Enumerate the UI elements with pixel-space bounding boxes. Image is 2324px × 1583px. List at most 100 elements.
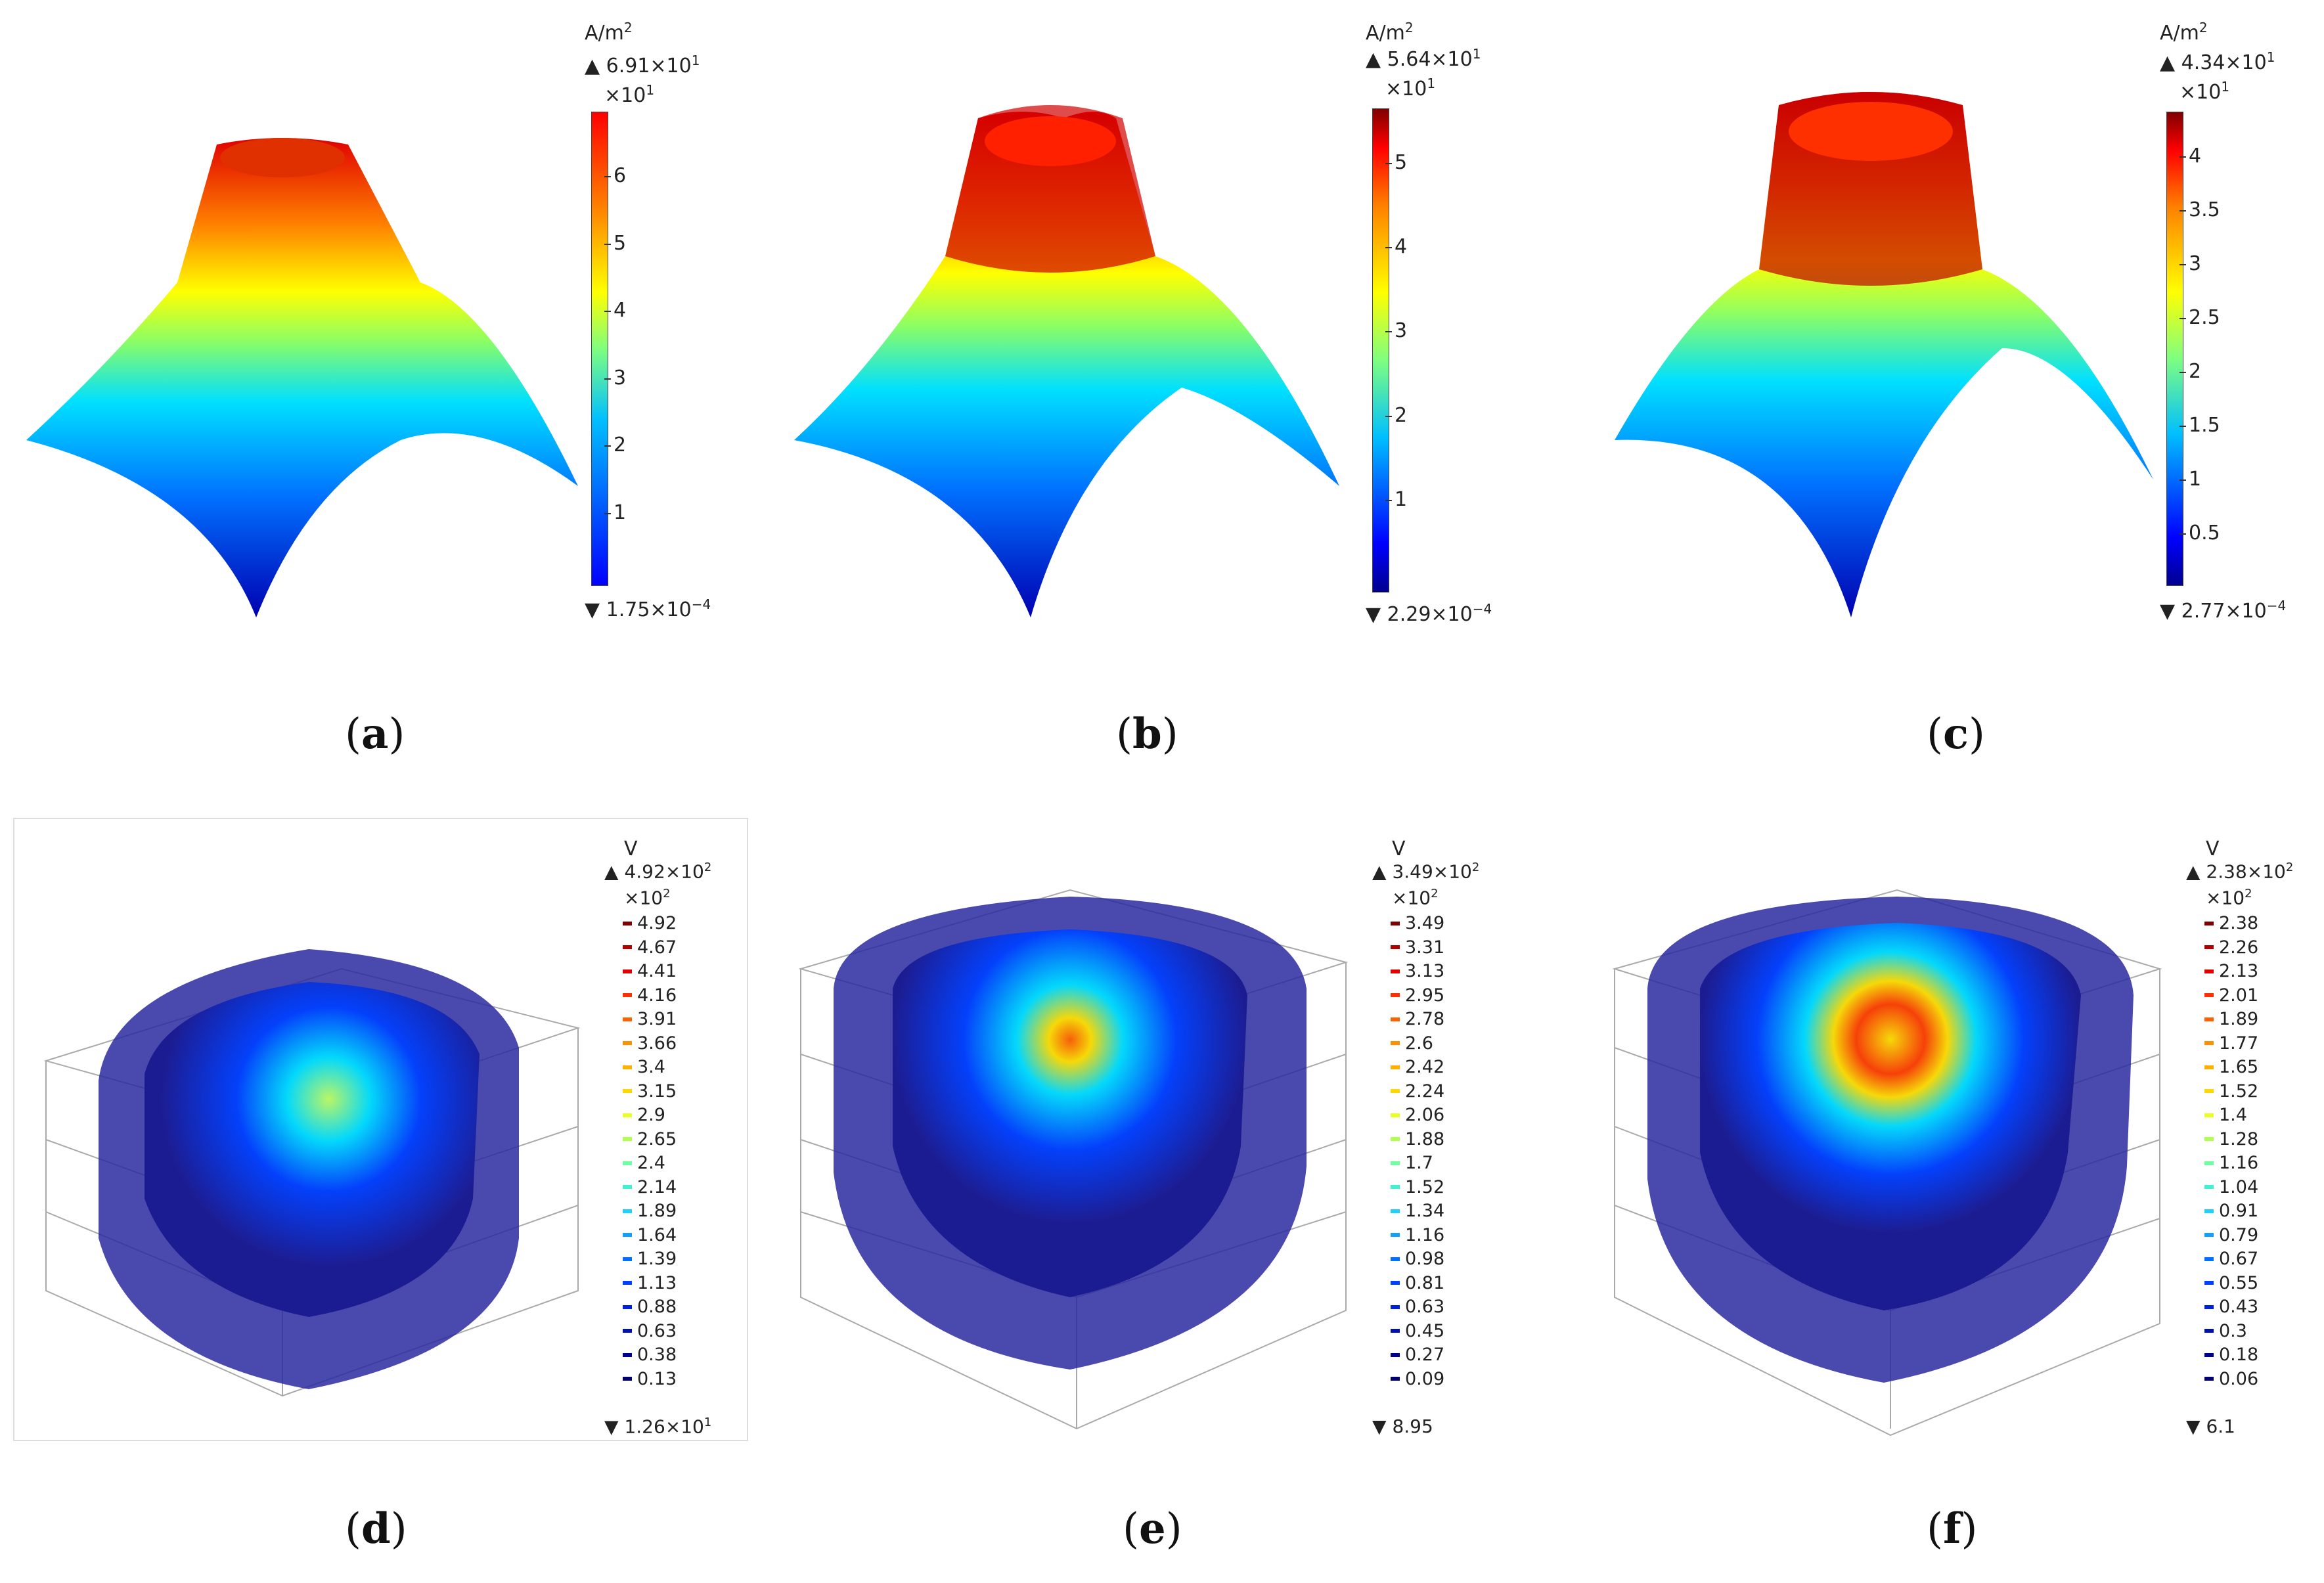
contour-level: 2.38 — [2204, 913, 2258, 933]
contour-level-label: 2.01 — [2219, 985, 2259, 1006]
contour-level-label: 1.65 — [2219, 1057, 2259, 1077]
contour-level-label: 1.64 — [637, 1224, 677, 1245]
contour-level-label: 3.4 — [637, 1057, 665, 1077]
tick-label: 2.5 — [2179, 306, 2220, 329]
contour-level-label: 1.16 — [1405, 1224, 1445, 1245]
contour-level-label: 1.77 — [2219, 1033, 2259, 1054]
min-value: ▼ 2.29×10−4 — [1366, 601, 1492, 626]
unit-label: V — [1392, 837, 1406, 860]
caption-f: (f) — [1927, 1504, 1978, 1553]
contour-level-label: 1.7 — [1405, 1153, 1433, 1173]
panel-c: A/m2 ▲ 4.34×101 ×101 4 3.5 3 2.5 2 1.5 1… — [1549, 0, 2323, 792]
contour-level: 0.67 — [2204, 1249, 2258, 1269]
contour-level-label: 1.52 — [1405, 1176, 1445, 1197]
contour-swatch — [1391, 1257, 1400, 1261]
contour-swatch — [2204, 921, 2214, 925]
contour-level-label: 0.43 — [2219, 1297, 2259, 1317]
contour-level: 1.13 — [623, 1273, 677, 1293]
contour-level-label: 2.9 — [637, 1105, 665, 1125]
contour-swatch — [1391, 1352, 1400, 1357]
contour-swatch — [2204, 1281, 2214, 1285]
contour-level: 2.78 — [1391, 1009, 1445, 1029]
contour-swatch — [623, 1137, 632, 1141]
contour-level-label: 0.88 — [637, 1297, 677, 1317]
contour-level: 2.06 — [1391, 1105, 1444, 1125]
contour-level-label: 0.18 — [2219, 1345, 2259, 1365]
contour-level: 1.39 — [623, 1249, 677, 1269]
contour-swatch — [2204, 1065, 2214, 1069]
contour-swatch — [623, 1185, 632, 1189]
colorbar — [2166, 112, 2183, 586]
contour-swatch — [1391, 1233, 1400, 1237]
panel-d: V ▲ 4.92×102 ×102 4.92 4.67 4.41 4.16 3.91 3.… — [0, 792, 774, 1583]
contour-level-label: 3.13 — [1405, 961, 1445, 981]
contour-swatch — [2204, 1185, 2214, 1189]
tick-label: 3.5 — [2179, 198, 2220, 221]
tick-label: 3 — [1385, 319, 1408, 342]
caption-c: (c) — [1927, 709, 1985, 759]
contour-level: 1.4 — [2204, 1105, 2247, 1125]
contour-level: 3.31 — [1391, 937, 1444, 958]
contour-level-label: 0.45 — [1405, 1320, 1445, 1341]
contour-level-label: 2.95 — [1405, 985, 1445, 1006]
contour-swatch — [1391, 1377, 1400, 1381]
contour-level: 0.88 — [623, 1297, 677, 1317]
contour-swatch — [1391, 1281, 1400, 1285]
contour-level-label: 0.09 — [1405, 1368, 1445, 1389]
contour-swatch — [2204, 945, 2214, 949]
contour-level-label: 1.52 — [2219, 1081, 2259, 1102]
contour-level: 1.52 — [1391, 1176, 1445, 1197]
contour-level: 0.98 — [1391, 1249, 1444, 1269]
contour-level-label: 1.04 — [2219, 1176, 2259, 1197]
multiplier-label: ×102 — [2206, 887, 2252, 909]
contour-level: 3.49 — [1391, 913, 1445, 933]
contour-level: 2.9 — [623, 1105, 665, 1125]
contour-swatch — [2204, 1089, 2214, 1093]
contour-level: 0.13 — [623, 1369, 677, 1389]
contour-level: 1.52 — [2204, 1081, 2259, 1102]
tick-label: 5 — [604, 232, 627, 255]
contour-level-label: 2.78 — [1405, 1009, 1445, 1029]
contour-level-label: 0.55 — [2219, 1272, 2259, 1293]
contour-swatch — [1391, 1017, 1400, 1021]
contour-swatch — [623, 993, 632, 997]
contour-level: 4.16 — [623, 985, 677, 1006]
tick-label: 2 — [1385, 404, 1408, 427]
multiplier-label: ×102 — [1392, 887, 1439, 909]
contour-level: 1.88 — [1391, 1129, 1444, 1149]
contour-swatch — [1391, 1113, 1400, 1117]
contour-level-label: 0.38 — [637, 1345, 677, 1365]
tick-label: 3 — [2179, 252, 2202, 275]
contour-level-label: 2.6 — [1405, 1033, 1433, 1054]
tick-label: 1 — [1385, 488, 1408, 511]
contour-level-label: 3.49 — [1405, 913, 1445, 933]
max-value: ▲ 3.49×102 — [1372, 860, 1480, 883]
min-value: ▼ 2.77×10−4 — [2160, 598, 2287, 623]
contour-level-label: 4.92 — [637, 913, 677, 933]
contour-level-label: 2.14 — [637, 1176, 677, 1197]
max-value: ▲ 2.38×102 — [2186, 860, 2294, 883]
max-value: ▲ 4.92×102 — [604, 860, 712, 883]
contour-level-label: 0.06 — [2219, 1368, 2259, 1389]
tick-label: 5 — [1385, 151, 1408, 174]
contour-swatch — [2204, 1352, 2214, 1357]
max-value: ▲ 5.64×101 — [1366, 46, 1481, 71]
panel-b: A/m2 ▲ 5.64×101 ×101 5 4 3 2 1 ▼ 2.29×10… — [774, 0, 1549, 792]
panel-f: V ▲ 2.38×102 ×102 2.38 2.26 2.13 2.01 1.89 1.… — [1549, 792, 2323, 1583]
contour-swatch — [2204, 1304, 2214, 1309]
contour-swatch — [2204, 1041, 2214, 1045]
contour-level: 3.4 — [623, 1057, 665, 1077]
contour-swatch — [623, 1257, 632, 1261]
contour-level: 1.89 — [2204, 1009, 2258, 1029]
surface-plot-a — [20, 92, 585, 617]
tick-label: 1 — [604, 501, 627, 524]
contour-swatch — [1391, 1185, 1400, 1189]
colorbar — [591, 112, 608, 586]
surface-plot-b — [788, 92, 1352, 617]
contour-level: 0.27 — [1391, 1345, 1444, 1365]
contour-swatch — [623, 1233, 632, 1237]
contour-level: 2.42 — [1391, 1057, 1444, 1077]
contour-swatch — [1391, 1065, 1400, 1069]
contour-level-label: 0.63 — [1405, 1297, 1445, 1317]
tick-label: 0.5 — [2179, 522, 2220, 545]
